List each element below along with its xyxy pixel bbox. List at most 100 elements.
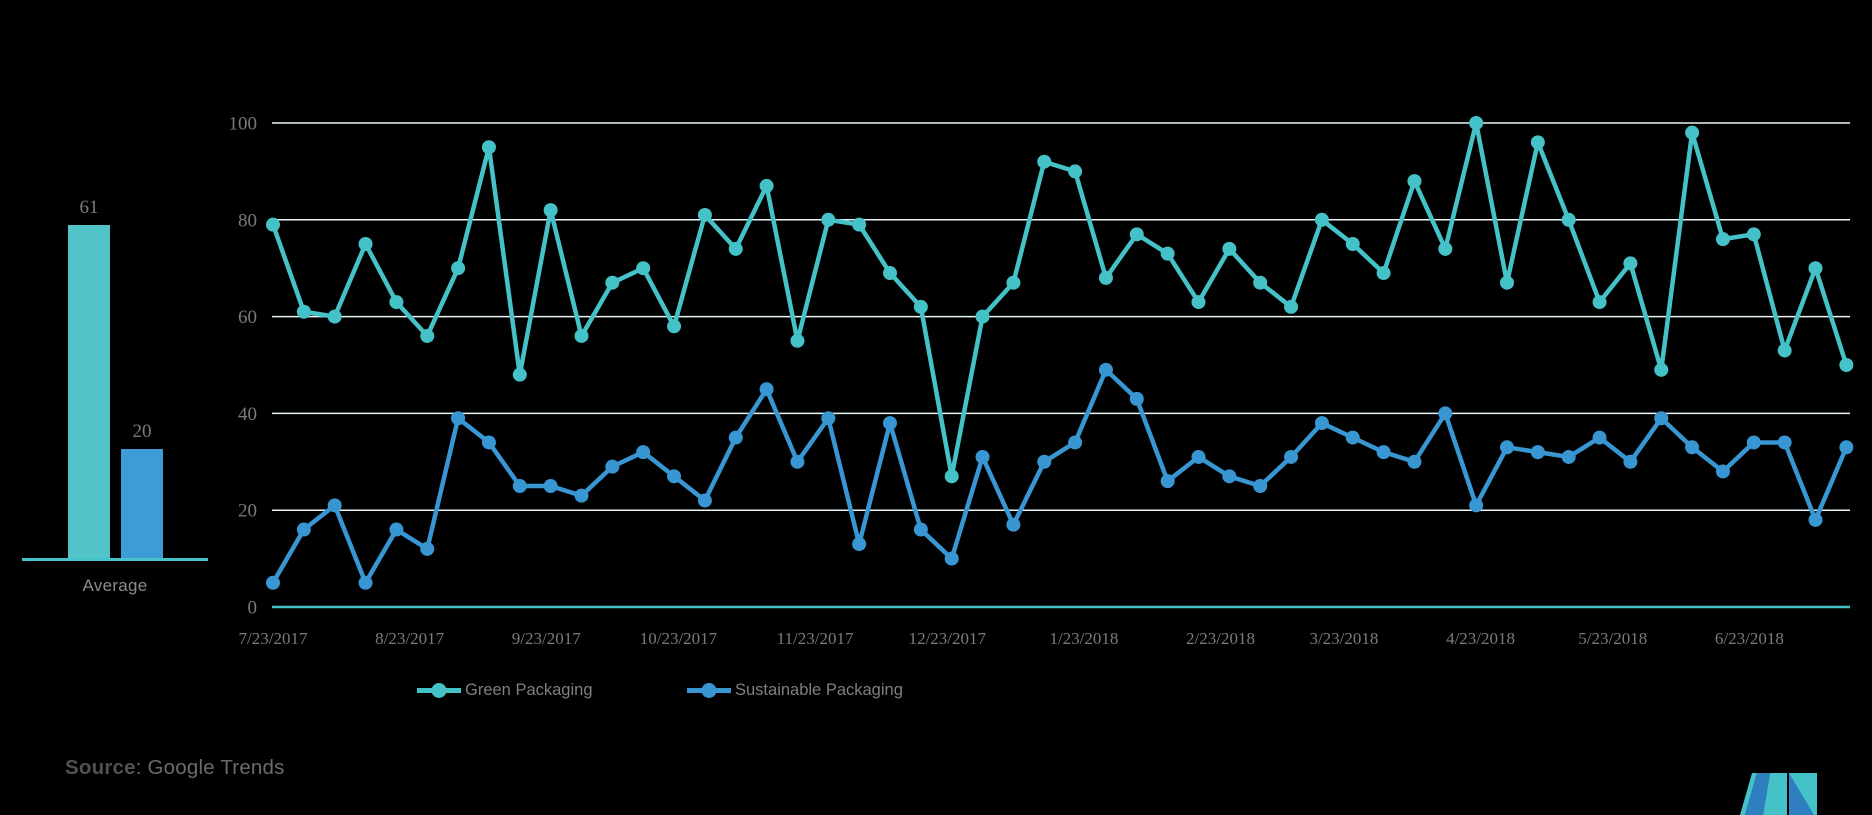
source-text: Google Trends [147, 756, 285, 779]
data-point-sustainable-packaging [852, 537, 867, 552]
legend-label-green-packaging: Green Packaging [465, 680, 593, 699]
y-axis-label-20: 20 [238, 501, 257, 522]
data-point-green-packaging [605, 275, 620, 290]
series-line-green-packaging [270, 120, 1849, 479]
data-point-sustainable-packaging [1654, 411, 1669, 426]
data-point-sustainable-packaging [759, 382, 774, 397]
data-point-green-packaging [1284, 299, 1299, 314]
data-point-green-packaging [1685, 125, 1700, 140]
data-point-green-packaging [821, 212, 836, 227]
data-point-green-packaging [1808, 261, 1823, 276]
data-point-sustainable-packaging [574, 488, 589, 503]
data-point-sustainable-packaging [1068, 435, 1083, 450]
x-axis-label: 6/23/2018 [1715, 629, 1784, 648]
data-point-sustainable-packaging [636, 445, 651, 460]
data-point-green-packaging [913, 299, 928, 314]
data-point-green-packaging [852, 217, 867, 232]
data-point-green-packaging [327, 309, 342, 324]
data-point-green-packaging [1376, 266, 1391, 281]
data-point-green-packaging [1777, 343, 1792, 358]
x-axis-label: 8/23/2017 [375, 629, 444, 648]
x-axis-label: 5/23/2018 [1578, 629, 1647, 648]
legend-label-sustainable-packaging: Sustainable Packaging [735, 680, 903, 699]
data-point-sustainable-packaging [975, 449, 990, 464]
data-point-sustainable-packaging [1098, 362, 1113, 377]
data-point-green-packaging [1160, 246, 1175, 261]
data-point-sustainable-packaging [1623, 454, 1638, 469]
data-point-green-packaging [759, 178, 774, 193]
data-point-sustainable-packaging [1160, 474, 1175, 489]
data-point-green-packaging [1068, 164, 1083, 179]
data-point-green-packaging [543, 203, 558, 218]
source-prefix: Source [65, 756, 136, 779]
data-point-green-packaging [1345, 237, 1360, 251]
x-axis-label: 1/23/2018 [1049, 629, 1118, 648]
data-point-sustainable-packaging [512, 479, 527, 493]
data-point-green-packaging [1530, 135, 1545, 150]
data-point-sustainable-packaging [1469, 498, 1484, 513]
x-axis-label: 3/23/2018 [1309, 629, 1378, 648]
data-point-green-packaging [1623, 256, 1638, 271]
data-point-green-packaging [1839, 358, 1854, 372]
data-point-green-packaging [1098, 270, 1113, 285]
data-point-sustainable-packaging [1407, 454, 1422, 469]
x-axis-label: 12/23/2017 [909, 629, 987, 648]
data-point-sustainable-packaging [913, 522, 928, 537]
data-point-sustainable-packaging [481, 435, 496, 450]
legend-item-green-packaging: Green Packaging [417, 680, 593, 700]
data-point-green-packaging [636, 261, 651, 276]
source-separator: : [135, 756, 148, 779]
green-line-marker-icon [417, 682, 461, 698]
data-point-sustainable-packaging [1592, 430, 1607, 445]
data-point-sustainable-packaging [1376, 445, 1391, 460]
data-point-green-packaging [451, 261, 466, 276]
y-axis-label-40: 40 [238, 404, 257, 425]
data-point-green-packaging [1006, 275, 1021, 290]
average-bar-chart: 61 20 Average [0, 0, 220, 620]
data-point-sustainable-packaging [1530, 445, 1545, 460]
data-point-sustainable-packaging [420, 541, 435, 556]
data-point-green-packaging [1746, 227, 1761, 242]
data-point-sustainable-packaging [1808, 512, 1823, 527]
data-point-sustainable-packaging [944, 551, 959, 566]
data-point-sustainable-packaging [389, 522, 404, 537]
data-point-sustainable-packaging [1839, 440, 1854, 455]
y-axis-label-60: 60 [238, 307, 257, 328]
data-point-sustainable-packaging [1438, 406, 1453, 421]
data-point-sustainable-packaging [1006, 517, 1021, 532]
average-bar-green [68, 224, 110, 559]
series-line-sustainable-packaging [270, 367, 1849, 586]
data-point-green-packaging [1500, 275, 1514, 290]
data-point-green-packaging [1654, 362, 1669, 377]
data-point-sustainable-packaging [1561, 449, 1576, 464]
data-point-sustainable-packaging [543, 479, 558, 493]
data-point-sustainable-packaging [1253, 479, 1268, 493]
data-point-sustainable-packaging [1685, 440, 1700, 455]
blue-line-marker-icon [687, 682, 731, 698]
data-point-sustainable-packaging [1284, 449, 1299, 464]
data-point-sustainable-packaging [266, 575, 280, 590]
data-point-green-packaging [883, 266, 897, 281]
data-point-green-packaging [1314, 212, 1329, 227]
data-point-sustainable-packaging [1314, 416, 1329, 431]
data-point-green-packaging [420, 328, 435, 343]
data-point-sustainable-packaging [1715, 464, 1730, 479]
data-point-sustainable-packaging [1345, 430, 1360, 445]
data-point-green-packaging [944, 469, 959, 484]
data-point-sustainable-packaging [1746, 435, 1761, 450]
data-point-green-packaging [697, 207, 712, 222]
data-point-green-packaging [975, 309, 990, 324]
average-chart-baseline [22, 558, 208, 561]
data-point-green-packaging [481, 140, 496, 155]
data-point-green-packaging [790, 333, 805, 348]
data-point-green-packaging [1191, 295, 1206, 310]
data-point-sustainable-packaging [697, 493, 712, 508]
y-axis-label-100: 100 [229, 114, 258, 135]
y-axis-label-0: 0 [248, 598, 258, 619]
average-bar-value-label: 61 [79, 196, 99, 218]
average-bar-value-label: 20 [132, 421, 152, 443]
data-point-sustainable-packaging [883, 416, 897, 431]
data-point-sustainable-packaging [327, 498, 342, 513]
data-point-green-packaging [667, 319, 682, 334]
